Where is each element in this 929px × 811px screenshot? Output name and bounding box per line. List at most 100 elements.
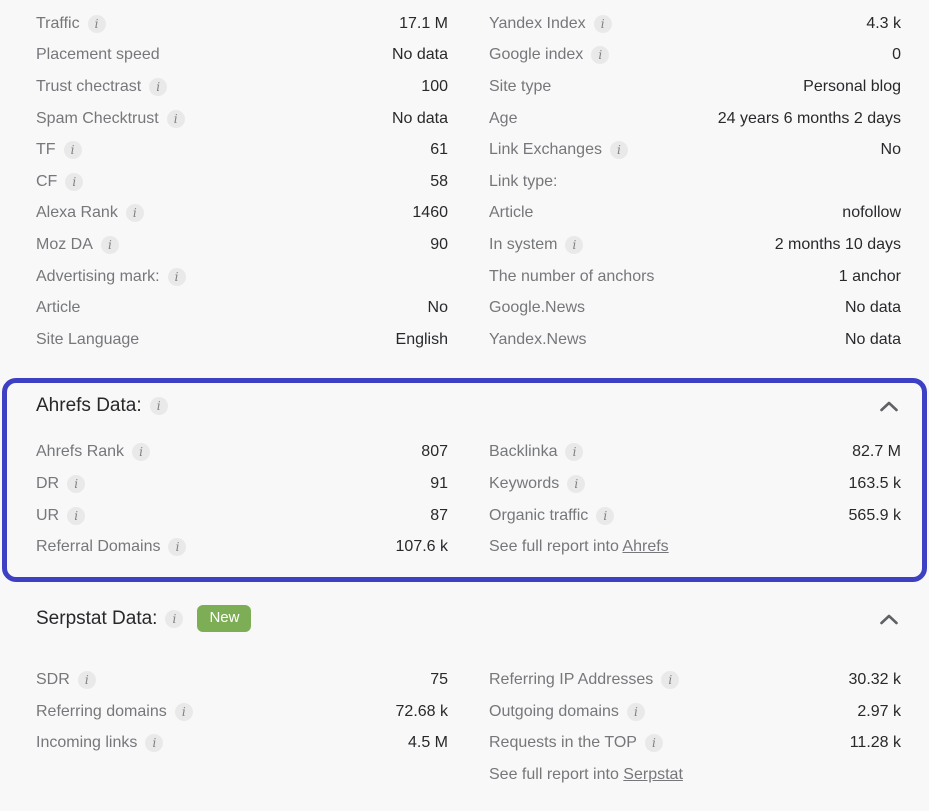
- metric-label: DR: [36, 474, 60, 492]
- metric-value: nofollow: [842, 204, 901, 222]
- metric-row: Yandex.News No data: [489, 324, 901, 356]
- info-icon[interactable]: i: [626, 702, 645, 721]
- metric-row: Link type:: [489, 166, 901, 198]
- metric-row: In system i 2 months 10 days: [489, 229, 901, 261]
- chevron-up-icon[interactable]: [877, 398, 901, 414]
- metric-value: 61: [430, 141, 448, 159]
- metric-value: 4.3 k: [866, 14, 901, 32]
- metric-value: 24 years 6 months 2 days: [717, 109, 901, 127]
- metric-label: Alexa Rank: [36, 204, 118, 222]
- metric-value: No data: [391, 46, 448, 64]
- metric-label: Google index: [489, 46, 584, 64]
- info-icon[interactable]: i: [644, 734, 663, 753]
- serpstat-section: Serpstat Data: i New SDR i 75 Referring dom…: [36, 604, 901, 791]
- info-icon[interactable]: i: [77, 671, 96, 690]
- metric-label: CF: [36, 172, 58, 190]
- ahrefs-right-column: Backlinka i 82.7 M Keywords i 163.5 k Organic …: [489, 437, 901, 563]
- metric-value: 17.1 M: [399, 14, 448, 32]
- metric-row: Site Language English: [36, 324, 448, 356]
- metric-row: Requests in the TOP i 11.28 k: [489, 728, 901, 760]
- ahrefs-section: Ahrefs Data: i Ahrefs Rank i 807 DR i 91 UR i 87…: [2, 377, 927, 582]
- serpstat-section-header: Serpstat Data: i New: [36, 604, 901, 633]
- info-icon[interactable]: i: [168, 538, 187, 557]
- metric-row: Organic traffic i 565.9 k: [489, 500, 901, 532]
- metric-row: Article nofollow: [489, 198, 901, 230]
- info-icon[interactable]: i: [567, 474, 586, 493]
- info-icon[interactable]: i: [661, 671, 680, 690]
- metric-label: SDR: [36, 671, 70, 689]
- report-link-text: See full report into Ahrefs: [489, 538, 669, 556]
- metric-label: Article: [489, 204, 534, 222]
- info-icon[interactable]: i: [65, 172, 84, 191]
- serpstat-report-link[interactable]: Serpstat: [623, 765, 683, 783]
- metric-label: Keywords: [489, 474, 560, 492]
- metric-row: Ahrefs Rank i 807: [36, 437, 448, 469]
- metric-value: 2.97 k: [857, 702, 901, 720]
- general-metrics-right-column: Yandex Index i 4.3 k Google index i 0 Site typ…: [489, 8, 901, 356]
- info-icon[interactable]: i: [166, 109, 185, 128]
- info-icon[interactable]: i: [149, 77, 168, 96]
- info-icon[interactable]: i: [165, 609, 184, 628]
- metric-label: Requests in the TOP: [489, 734, 637, 752]
- metric-value: No: [880, 141, 901, 159]
- general-metrics-section: Traffic i 17.1 M Placement speed No data Trus…: [0, 0, 929, 356]
- ahrefs-left-column: Ahrefs Rank i 807 DR i 91 UR i 87 Referral Domain…: [36, 437, 448, 563]
- info-icon[interactable]: i: [167, 267, 186, 286]
- metric-value: No data: [844, 330, 901, 348]
- metric-row: CF i 58: [36, 166, 448, 198]
- info-icon[interactable]: i: [609, 141, 628, 160]
- metric-value: No data: [844, 299, 901, 317]
- metric-label: Trust chectrast: [36, 77, 142, 95]
- metric-label: UR: [36, 506, 60, 524]
- info-icon[interactable]: i: [174, 702, 193, 721]
- chevron-up-icon[interactable]: [877, 611, 901, 627]
- ahrefs-section-title: Ahrefs Data:: [36, 394, 142, 416]
- info-icon[interactable]: i: [565, 443, 584, 462]
- ahrefs-metrics-grid: Ahrefs Rank i 807 DR i 91 UR i 87 Referral Domain…: [36, 437, 901, 563]
- info-icon[interactable]: i: [149, 396, 168, 415]
- metric-row: Google index i 0: [489, 40, 901, 72]
- info-icon[interactable]: i: [145, 734, 164, 753]
- metric-value: 87: [430, 506, 448, 524]
- metric-label: Link Exchanges: [489, 141, 602, 159]
- info-icon[interactable]: i: [596, 506, 615, 525]
- info-icon[interactable]: i: [565, 235, 584, 254]
- metric-value: English: [395, 330, 448, 348]
- metric-value: 2 months 10 days: [774, 235, 901, 253]
- info-icon[interactable]: i: [63, 141, 82, 160]
- metric-row: DR i 91: [36, 468, 448, 500]
- info-icon[interactable]: i: [125, 204, 144, 223]
- metric-row: Traffic i 17.1 M: [36, 8, 448, 40]
- info-icon[interactable]: i: [132, 443, 151, 462]
- new-badge: New: [197, 604, 252, 633]
- ahrefs-report-link[interactable]: Ahrefs: [622, 538, 669, 556]
- metric-value: 91: [430, 474, 448, 492]
- metric-label: Yandex Index: [489, 14, 586, 32]
- info-icon[interactable]: i: [67, 506, 86, 525]
- info-icon[interactable]: i: [100, 235, 119, 254]
- info-icon[interactable]: i: [67, 474, 86, 493]
- info-icon[interactable]: i: [593, 14, 612, 33]
- serpstat-report-row: See full report into Serpstat: [489, 759, 901, 791]
- metric-value: 163.5 k: [848, 474, 901, 492]
- metric-value: 58: [430, 172, 448, 190]
- metric-label: Link type:: [489, 172, 558, 190]
- ahrefs-right-rows: Backlinka i 82.7 M Keywords i 163.5 k Organic …: [489, 437, 901, 532]
- metric-value: 1 anchor: [838, 267, 901, 285]
- metric-label: Article: [36, 299, 81, 317]
- metric-label: Referring domains: [36, 702, 167, 720]
- metric-value: 75: [430, 671, 448, 689]
- metric-row: Advertising mark: i: [36, 261, 448, 293]
- metric-row: Outgoing domains i 2.97 k: [489, 696, 901, 728]
- metric-label: TF: [36, 141, 56, 159]
- metric-value: 1460: [412, 204, 448, 222]
- metric-row: SDR i 75: [36, 664, 448, 696]
- metric-row: Trust chectrast i 100: [36, 71, 448, 103]
- ahrefs-section-header: Ahrefs Data: i: [36, 395, 901, 417]
- report-link-text: See full report into Serpstat: [489, 765, 683, 783]
- metric-row: Google.News No data: [489, 292, 901, 324]
- metric-value: 100: [421, 77, 448, 95]
- info-icon[interactable]: i: [87, 14, 106, 33]
- metric-value: 82.7 M: [852, 443, 901, 461]
- info-icon[interactable]: i: [591, 46, 610, 65]
